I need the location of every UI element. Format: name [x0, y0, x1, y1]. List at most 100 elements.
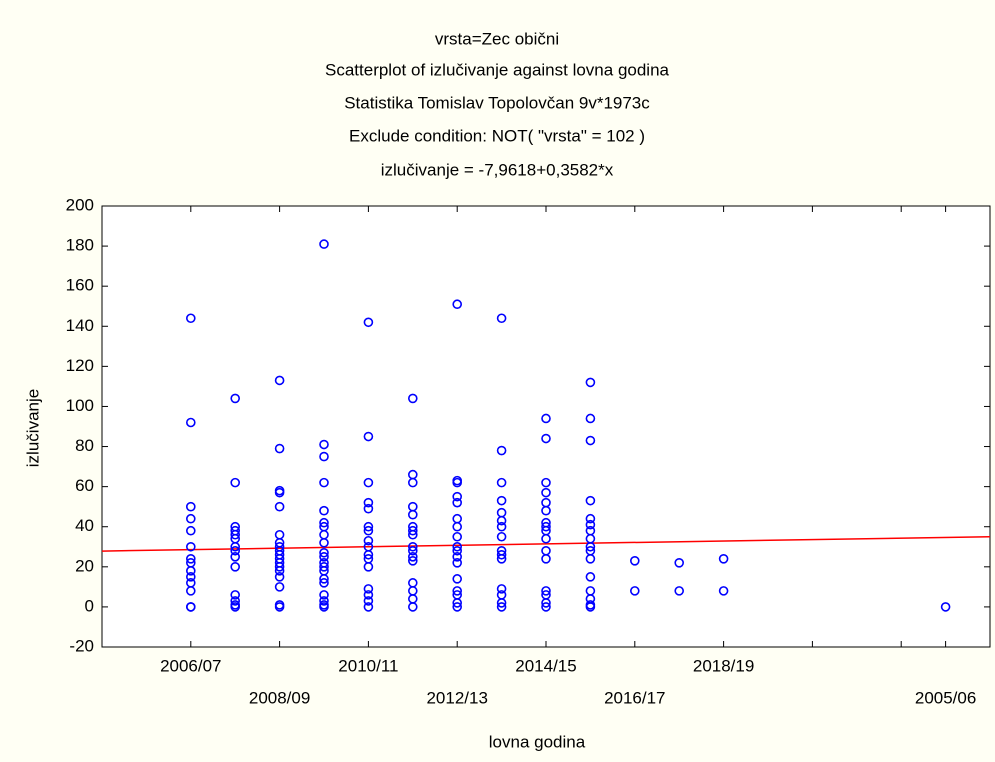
point: [319, 596, 329, 606]
point: [319, 578, 329, 588]
point: [452, 521, 463, 532]
y-tick-label: 160: [66, 276, 94, 295]
point: [319, 517, 329, 528]
point: [186, 313, 196, 324]
point: [319, 505, 329, 516]
point: [230, 562, 240, 572]
x-tick-label: 2010/11: [338, 656, 398, 675]
point: [407, 551, 418, 562]
point: [363, 477, 374, 488]
x-tick-label: 2005/06: [915, 688, 976, 707]
point: [585, 413, 596, 424]
y-tick-label: 100: [66, 396, 94, 415]
point: [585, 519, 596, 530]
point: [452, 541, 463, 552]
point: [496, 584, 507, 594]
point: [363, 549, 374, 560]
point: [319, 239, 329, 249]
point: [274, 443, 285, 454]
point: [629, 586, 640, 596]
point: [541, 477, 551, 488]
point: [230, 596, 240, 606]
point: [363, 497, 374, 508]
point: [230, 393, 240, 404]
point: [496, 602, 507, 612]
y-tick-label: 120: [66, 356, 94, 375]
point: [585, 602, 596, 612]
point: [319, 439, 329, 450]
point: [452, 477, 463, 488]
point: [674, 586, 685, 596]
y-axis-label: izlučivanje: [23, 389, 42, 467]
point: [363, 590, 374, 600]
point: [319, 551, 329, 562]
point: [541, 505, 551, 516]
point: [940, 602, 951, 612]
point: [407, 477, 418, 488]
point: [452, 491, 463, 502]
point: [585, 541, 596, 552]
y-tick-label: -20: [69, 636, 94, 655]
point: [274, 572, 285, 582]
point: [407, 393, 418, 404]
point: [274, 562, 285, 572]
point: [186, 513, 196, 524]
point: [496, 553, 507, 564]
point: [541, 433, 551, 444]
x-tick-label: 2016/17: [604, 688, 665, 707]
y-tick-label: 200: [66, 195, 94, 214]
point: [585, 495, 596, 506]
point: [452, 551, 463, 562]
point: [186, 541, 196, 552]
point: [363, 525, 374, 536]
point: [230, 529, 240, 540]
point: [274, 487, 285, 498]
y-tick-label: 80: [75, 436, 94, 455]
point: [541, 487, 551, 498]
point: [274, 375, 285, 386]
point: [452, 531, 463, 542]
point: [363, 562, 374, 572]
point: [186, 586, 196, 596]
x-axis-label: lovna godina: [489, 732, 586, 751]
point: [496, 313, 507, 324]
point: [186, 572, 196, 582]
point: [186, 417, 196, 428]
point: [363, 431, 374, 442]
point: [363, 602, 374, 612]
chart-title: Scatterplot of izlučivanje against lovna…: [325, 60, 670, 79]
point: [230, 590, 240, 600]
point: [319, 574, 329, 584]
regression-line: [101, 535, 991, 552]
point: [407, 525, 418, 536]
point: [186, 566, 196, 576]
y-tick-label: 60: [75, 476, 94, 495]
chart-title: Statistika Tomislav Topolovčan 9v*1973c: [344, 93, 650, 112]
chart-title: vrsta=Zec obični: [435, 29, 559, 48]
point: [319, 562, 329, 572]
point: [496, 549, 507, 560]
point: [230, 551, 240, 562]
point: [363, 503, 374, 514]
point: [319, 602, 329, 612]
point: [496, 515, 507, 526]
point: [452, 574, 463, 584]
point: [363, 584, 374, 594]
point: [230, 545, 240, 556]
point: [319, 451, 329, 462]
x-tick-label: 2014/15: [515, 656, 576, 675]
point: [319, 477, 329, 488]
x-tick-label: 2008/09: [249, 688, 310, 707]
point: [319, 547, 329, 558]
point: [541, 602, 551, 612]
point: [230, 477, 240, 488]
point: [407, 602, 418, 612]
y-tick-label: 180: [66, 236, 94, 255]
point: [629, 556, 640, 566]
point: [274, 602, 285, 612]
point: [452, 558, 463, 568]
point: [674, 558, 685, 568]
point: [541, 598, 551, 608]
point: [274, 582, 285, 592]
